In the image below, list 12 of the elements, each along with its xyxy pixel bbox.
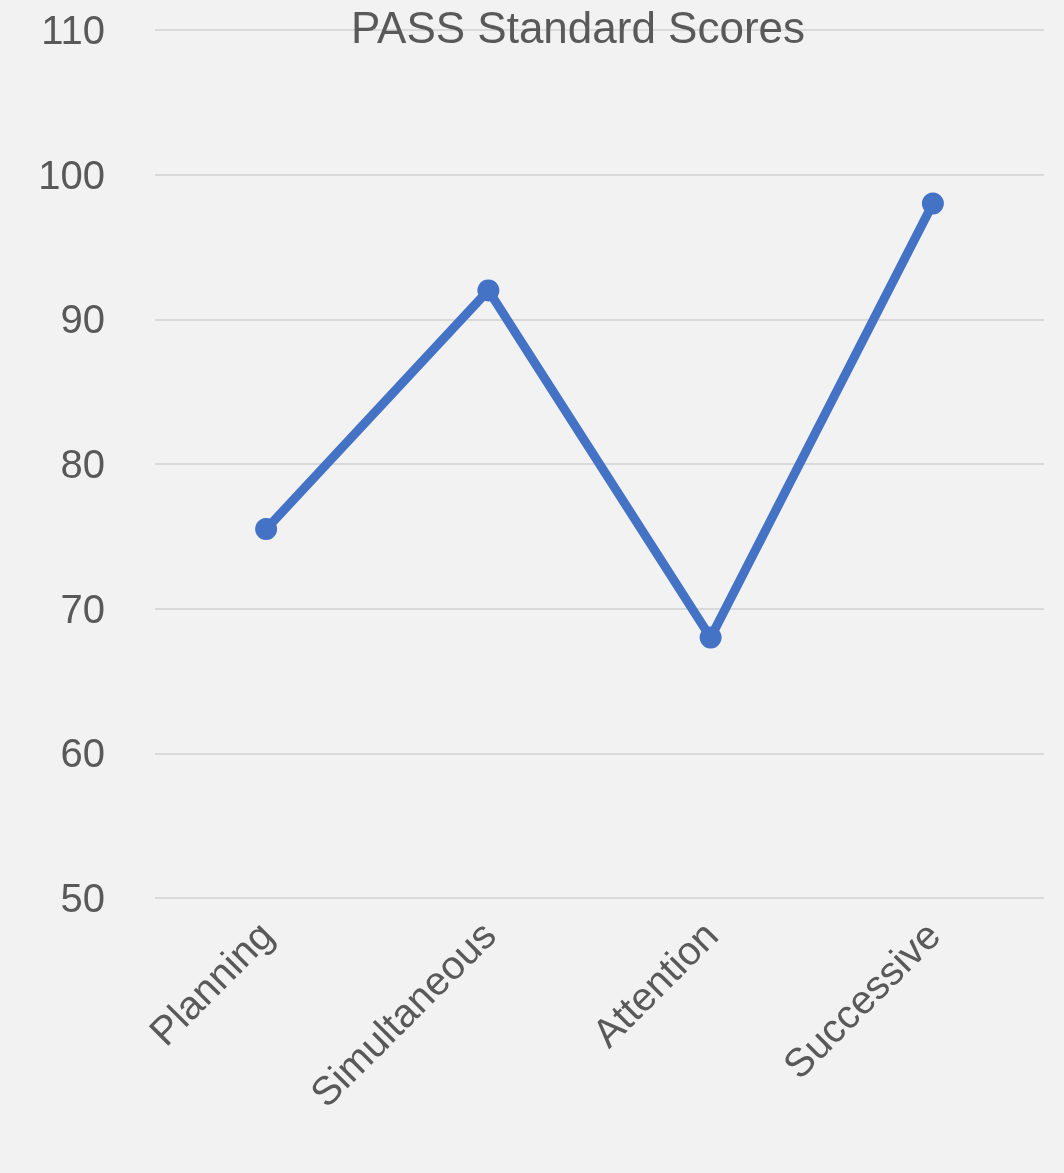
y-tick-label: 90 bbox=[60, 297, 105, 342]
chart-title: PASS Standard Scores bbox=[350, 2, 806, 52]
y-tick-label: 50 bbox=[60, 876, 105, 920]
y-tick-label: 60 bbox=[60, 731, 105, 776]
point bbox=[255, 518, 278, 541]
point bbox=[477, 279, 500, 302]
y-tick-label: 110 bbox=[41, 8, 105, 52]
y-tick-label: 80 bbox=[60, 442, 105, 486]
y-tick-label: 100 bbox=[38, 152, 105, 197]
y-tick-label: 70 bbox=[60, 586, 105, 631]
point bbox=[699, 626, 722, 649]
point bbox=[921, 192, 944, 215]
